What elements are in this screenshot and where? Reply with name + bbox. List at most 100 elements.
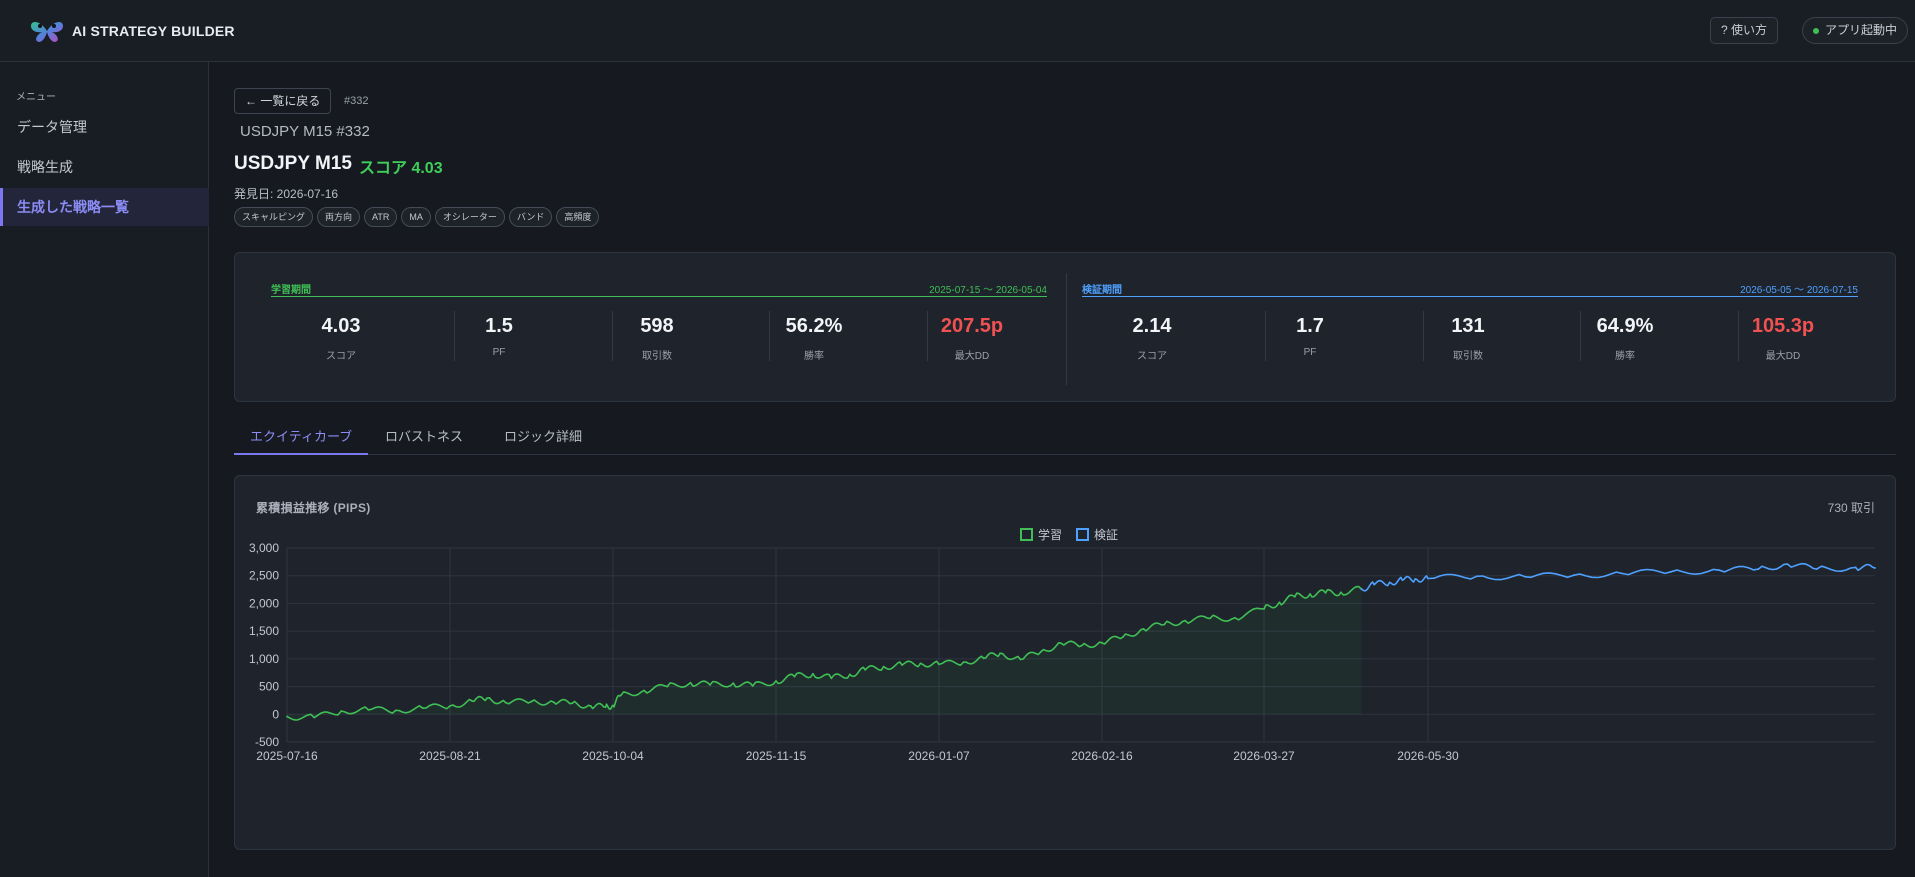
sidebar-item-generated-strategies[interactable]: 生成した戦略一覧	[0, 188, 209, 226]
data-point	[812, 672, 814, 675]
app-logo[interactable]: AI STRATEGY BUILDER	[28, 18, 235, 44]
data-point	[1524, 575, 1527, 578]
tag-chip: ATR	[364, 207, 398, 227]
metric-value: 131	[1451, 315, 1485, 337]
data-point	[830, 677, 833, 680]
data-point	[1360, 588, 1363, 590]
detail-tabs: エクイティカーブ ロバストネス ロジック詳細	[234, 422, 1896, 455]
metric-label: 最大DD	[954, 351, 990, 362]
metric-label: PF	[492, 347, 506, 358]
tab-logic-details[interactable]: ロジック詳細	[504, 429, 583, 444]
data-point	[1121, 636, 1124, 639]
metric-divider	[454, 311, 455, 361]
data-point	[709, 684, 711, 686]
strategy-score: スコア 4.03	[359, 160, 443, 177]
y-tick-label: -500	[255, 735, 279, 749]
y-tick-label: 2,000	[249, 596, 279, 610]
equity-chart-panel: 累積損益推移 (PIPS) 730 取引 3,000 2,500 2,000 1,50…	[234, 475, 1896, 850]
data-point	[962, 661, 965, 664]
data-point	[486, 697, 488, 700]
series-line-valid	[1360, 562, 1876, 592]
valid-period-section: 検証期間 2026-05-05 〜 2026-07-15 2.14 スコア 1.…	[1082, 281, 1858, 371]
metric-label: 取引数	[1453, 351, 1483, 362]
data-point	[1621, 572, 1624, 575]
top-bar: AI STRATEGY BUILDER ? 使い方 アプリ起動中	[0, 0, 1915, 62]
tab-equity-curve[interactable]: エクイティカーブ	[234, 422, 369, 455]
data-point	[732, 682, 735, 685]
y-tick-label: 0	[272, 707, 279, 721]
stats-panel: 学習期間 2025-07-15 〜 2026-05-04 4.03 スコア 1.…	[234, 252, 1896, 402]
metric-divider	[1738, 311, 1739, 361]
data-point	[1060, 642, 1063, 645]
valid-metric-maxdd: 105.3p 最大DD	[1713, 309, 1853, 369]
sidebar-menu-label: メニュー	[16, 92, 56, 103]
y-tick-label: 500	[259, 680, 279, 694]
train-metric-maxdd: 207.5p 最大DD	[902, 309, 1042, 369]
equity-chart: 3,000 2,500 2,000 1,500 1,000 500 0 -5002025-07…	[249, 527, 1876, 763]
data-point	[1340, 591, 1342, 594]
sidebar: メニュー データ管理 戦略生成 生成した戦略一覧	[0, 62, 209, 877]
train-metric-pf: 1.5 PF	[429, 309, 569, 369]
sidebar-item-strategy-generation[interactable]: 戦略生成	[17, 159, 73, 175]
data-point	[666, 685, 669, 688]
strategy-tags: スキャルピング 両方向 ATR MA オシレーター バンド 高頻度	[234, 207, 603, 227]
data-point	[286, 715, 288, 718]
data-point	[1019, 658, 1022, 661]
data-point	[1293, 595, 1296, 598]
data-point	[1388, 581, 1391, 584]
sidebar-item-data-management[interactable]: データ管理	[17, 119, 87, 135]
metric-value: 4.03	[321, 315, 361, 337]
tag-chip: 高頻度	[556, 207, 600, 227]
x-tick-label: 2025-10-04	[582, 749, 644, 763]
back-to-list-button[interactable]: ← 一覧に戻る	[234, 88, 332, 114]
data-point	[619, 694, 622, 697]
legend-label: 検証	[1094, 528, 1118, 542]
valid-metric-trades: 131 取引数	[1398, 309, 1538, 369]
tag-chip: MA	[401, 207, 431, 227]
data-point	[589, 705, 592, 707]
x-tick-label: 2025-07-16	[256, 749, 318, 763]
tab-robustness[interactable]: ロバストネス	[385, 429, 464, 444]
data-point	[471, 700, 474, 702]
data-point	[1209, 617, 1211, 620]
app-status-badge: アプリ起動中	[1802, 17, 1909, 44]
data-point	[882, 665, 885, 668]
data-point	[530, 700, 533, 703]
valid-metric-winrate: 64.9% 勝率	[1555, 309, 1695, 369]
data-point	[1718, 569, 1721, 572]
period-divider	[1066, 273, 1067, 385]
chart-title: 累積損益推移 (PIPS)	[256, 501, 371, 515]
metric-label: スコア	[1137, 351, 1167, 362]
series-area-train	[287, 586, 1362, 720]
valid-metric-pf: 1.7 PF	[1240, 309, 1380, 369]
data-point	[1263, 608, 1265, 610]
train-period-section: 学習期間 2025-07-15 〜 2026-05-04 4.03 スコア 1.…	[271, 281, 1047, 371]
data-point	[901, 664, 903, 666]
data-point	[1475, 575, 1478, 578]
metric-divider	[612, 311, 613, 361]
data-point	[504, 701, 507, 704]
y-tick-label: 1,500	[249, 624, 279, 638]
metric-value: 56.2%	[785, 315, 843, 337]
data-point	[1080, 644, 1083, 647]
help-button[interactable]: ? 使い方	[1710, 17, 1779, 44]
data-point	[1414, 578, 1417, 580]
data-point	[999, 652, 1001, 655]
data-point	[1142, 628, 1145, 630]
status-dot-icon	[1813, 27, 1819, 34]
strategy-subtitle: USDJPY M15 #332	[240, 123, 370, 140]
train-metric-winrate: 56.2% 勝率	[744, 309, 884, 369]
data-point	[919, 662, 922, 665]
data-point	[1101, 641, 1103, 644]
train-metric-score: 4.03 スコア	[271, 309, 411, 369]
x-tick-label: 2026-01-07	[908, 749, 970, 763]
data-point	[612, 704, 614, 707]
data-point	[421, 707, 424, 710]
x-tick-label: 2026-02-16	[1071, 749, 1133, 763]
valid-period-range: 2026-05-05 〜 2026-07-15	[1740, 285, 1858, 296]
data-point	[313, 716, 316, 719]
y-tick-label: 2,500	[249, 569, 279, 583]
x-tick-label: 2025-11-15	[746, 749, 807, 763]
data-point	[775, 680, 777, 682]
data-point	[751, 685, 754, 687]
